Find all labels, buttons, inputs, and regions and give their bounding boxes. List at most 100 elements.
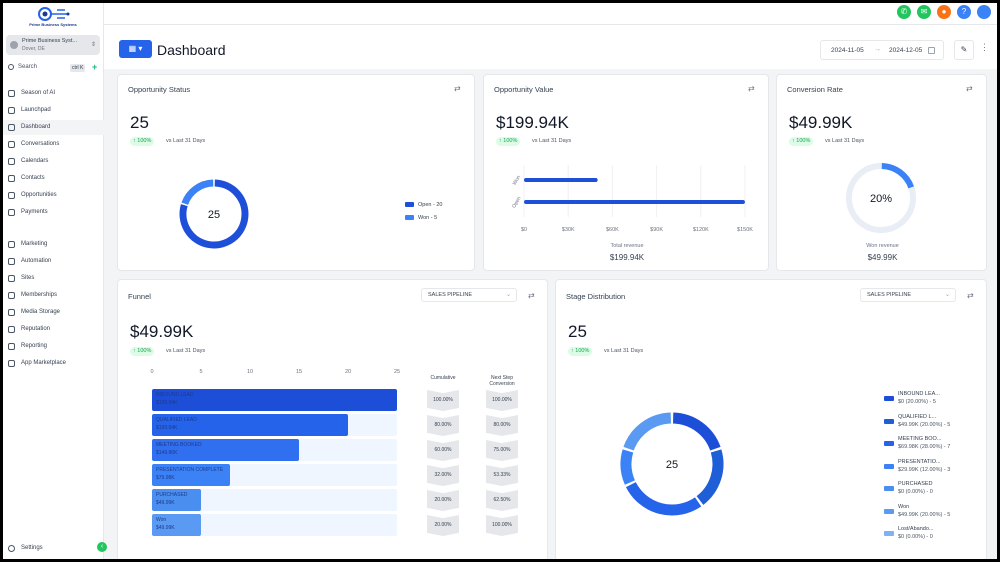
stage-distribution-card: Stage Distribution SALES PIPELINE ⌄ ⇄ 25… xyxy=(555,279,987,559)
footer-label: Total revenue xyxy=(610,243,644,249)
x-tick-label: 25 xyxy=(393,369,401,375)
logo-mark xyxy=(38,7,70,21)
donut-slice[interactable] xyxy=(625,481,702,516)
legend-item[interactable]: PURCHASED $0 (0.00%) - 0 xyxy=(884,481,984,501)
donut-slice[interactable] xyxy=(672,412,721,451)
sidebar-item-sites[interactable]: Sites xyxy=(3,271,104,286)
phone-icon[interactable]: ✆ xyxy=(897,5,911,19)
sidebar-item-memberships[interactable]: Memberships xyxy=(3,288,104,303)
swap-icon[interactable]: ⇄ xyxy=(748,84,755,93)
funnel-bar[interactable]: PRESENTATION COMPLETE $79.98K xyxy=(152,464,231,486)
funnel-stage-name: QUALIFIED LEAD xyxy=(156,417,197,423)
sidebar-item-reputation[interactable]: Reputation xyxy=(3,322,104,337)
chat-icon xyxy=(8,141,15,148)
x-tick-label: 20 xyxy=(344,369,352,375)
sidebar-item-label: Sites xyxy=(21,275,35,281)
y-category-label: Won xyxy=(512,174,522,186)
donut-slice[interactable] xyxy=(181,179,214,206)
funnel-stage-amount: $199.94K xyxy=(156,425,178,431)
y-category-label: Open xyxy=(511,196,522,210)
card-title: Opportunity Status xyxy=(128,85,191,94)
donut-slice[interactable] xyxy=(623,412,672,451)
funnel-stage-amount: $199.94K xyxy=(156,400,178,406)
bar-won[interactable] xyxy=(524,178,598,182)
megaphone-icon[interactable]: ✉ xyxy=(917,5,931,19)
edit-button[interactable]: ✎ xyxy=(954,40,974,60)
legend-item[interactable]: PRESENTATIO... $29.99K (12.00%) - 3 xyxy=(884,459,984,479)
change-badge: ↑ 100% xyxy=(130,347,155,356)
sidebar-item-conversations[interactable]: Conversations xyxy=(3,137,104,152)
sidebar-item-launchpad[interactable]: Launchpad xyxy=(3,103,104,118)
sidebar-item-dashboard[interactable]: Dashboard xyxy=(3,120,104,135)
legend-label: MEETING BOO... xyxy=(898,436,942,442)
date-start: 2024-11-05 xyxy=(831,47,864,54)
sidebar-item-settings[interactable]: Settings xyxy=(3,542,104,556)
sidebar-item-reporting[interactable]: Reporting xyxy=(3,339,104,354)
pipeline-select-value: SALES PIPELINE xyxy=(428,292,473,298)
date-range-picker[interactable]: 2024-11-05 → 2024-12-05 xyxy=(820,40,944,60)
search-bar[interactable]: Search ctrl K + xyxy=(6,62,100,74)
legend-item[interactable]: INBOUND LEA... $0 (20.00%) - 5 xyxy=(884,391,984,411)
more-options-icon[interactable]: ⋮ xyxy=(980,42,989,52)
legend-label: PURCHASED xyxy=(898,481,933,487)
sidebar-item-app-marketplace[interactable]: App Marketplace xyxy=(3,356,104,371)
swap-icon[interactable]: ⇄ xyxy=(967,291,974,300)
gear-icon xyxy=(8,545,15,552)
sparkle-icon xyxy=(8,90,15,97)
funnel-bar[interactable]: Won $49.99K xyxy=(152,514,201,536)
card-title: Stage Distribution xyxy=(566,292,626,301)
cumulative-header: Cumulative xyxy=(430,375,456,381)
swap-icon[interactable]: ⇄ xyxy=(528,291,535,300)
account-switcher[interactable]: Prime Business Syst... Dover, DE ⇕ xyxy=(6,35,100,55)
next-step-value: 75.00% xyxy=(486,440,518,461)
legend-item[interactable]: Won $49.99K (20.00%) - 5 xyxy=(884,504,984,524)
sidebar-item-label: Opportunities xyxy=(21,192,57,198)
legend-item-open: Open - 20 xyxy=(405,202,442,208)
sidebar-item-payments[interactable]: Payments xyxy=(3,205,104,220)
app-frame: Prime Business Systems Prime Business Sy… xyxy=(3,3,997,559)
legend-item[interactable]: QUALIFIED L... $49.99K (20.00%) - 5 xyxy=(884,414,984,434)
funnel-bar[interactable]: PURCHASED $49.99K xyxy=(152,489,201,511)
funnel-bar[interactable]: QUALIFIED LEAD $199.94K xyxy=(152,414,348,436)
legend-detail: $49.99K (20.00%) - 5 xyxy=(898,511,951,518)
legend-detail: $69.98K (28.00%) - 7 xyxy=(898,444,951,450)
legend-label: Won - 5 xyxy=(418,215,438,221)
bar-open[interactable] xyxy=(524,200,745,204)
x-tick-label: $60K xyxy=(606,227,619,233)
cumulative-value: 20.00% xyxy=(427,490,459,511)
sidebar-item-media-storage[interactable]: Media Storage xyxy=(3,305,104,320)
pipeline-select[interactable]: SALES PIPELINE ⌄ xyxy=(860,288,956,302)
legend-item[interactable]: Lost/Abando... $0 (0.00%) - 0 xyxy=(884,526,984,546)
sidebar-item-automation[interactable]: Automation xyxy=(3,254,104,269)
swap-icon[interactable]: ⇄ xyxy=(454,84,461,93)
donut-slice[interactable] xyxy=(696,449,724,505)
sidebar-item-season-of-ai[interactable]: Season of AI xyxy=(3,86,104,101)
card-title: Conversion Rate xyxy=(787,85,843,94)
legend-swatch xyxy=(884,418,894,424)
funnel-bar[interactable]: INBOUND LEAD $199.94K xyxy=(152,389,397,411)
legend-item[interactable]: MEETING BOO... $69.98K (28.00%) - 7 xyxy=(884,436,984,456)
sidebar-item-contacts[interactable]: Contacts xyxy=(3,171,104,186)
pipeline-select[interactable]: SALES PIPELINE ⌄ xyxy=(421,288,517,302)
donut-slice[interactable] xyxy=(620,449,636,485)
add-icon[interactable]: + xyxy=(92,62,98,72)
dashboard-switcher-button[interactable]: ▦ ▾ xyxy=(119,40,152,58)
legend-swatch xyxy=(884,441,894,446)
bell-icon[interactable]: ● xyxy=(937,5,951,19)
sidebar-item-opportunities[interactable]: Opportunities xyxy=(3,188,104,203)
logo[interactable]: Prime Business Systems xyxy=(27,6,79,32)
sidebar-item-calendars[interactable]: Calendars xyxy=(3,154,104,169)
collapse-sidebar-button[interactable]: ‹ xyxy=(97,542,107,552)
sidebar-item-marketing[interactable]: Marketing xyxy=(3,237,104,252)
avatar[interactable] xyxy=(977,5,991,19)
donut-center-value: 25 xyxy=(208,209,220,221)
cumulative-value: 32.00% xyxy=(427,465,459,486)
donut-slice[interactable] xyxy=(179,179,249,249)
help-button[interactable]: ? xyxy=(957,5,971,19)
swap-icon[interactable]: ⇄ xyxy=(966,84,973,93)
legend-swatch xyxy=(884,486,894,491)
funnel-bar[interactable]: MEETING BOOKED $149.96K xyxy=(152,439,299,461)
legend-label: Open - 20 xyxy=(418,202,443,208)
conversion-rate-donut: 20% xyxy=(846,163,916,233)
donut-slice[interactable] xyxy=(881,163,915,189)
